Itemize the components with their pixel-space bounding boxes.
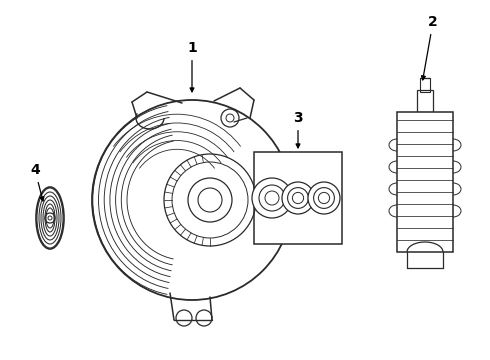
- Circle shape: [92, 100, 292, 300]
- Text: 4: 4: [30, 163, 44, 201]
- Text: 1: 1: [187, 41, 197, 92]
- Circle shape: [308, 182, 340, 214]
- Bar: [254, 152, 342, 244]
- Circle shape: [252, 178, 292, 218]
- Bar: [417, 90, 433, 112]
- Bar: [397, 112, 453, 252]
- Circle shape: [282, 182, 314, 214]
- Bar: [420, 78, 430, 92]
- Text: 2: 2: [421, 15, 438, 80]
- Text: 3: 3: [293, 111, 303, 148]
